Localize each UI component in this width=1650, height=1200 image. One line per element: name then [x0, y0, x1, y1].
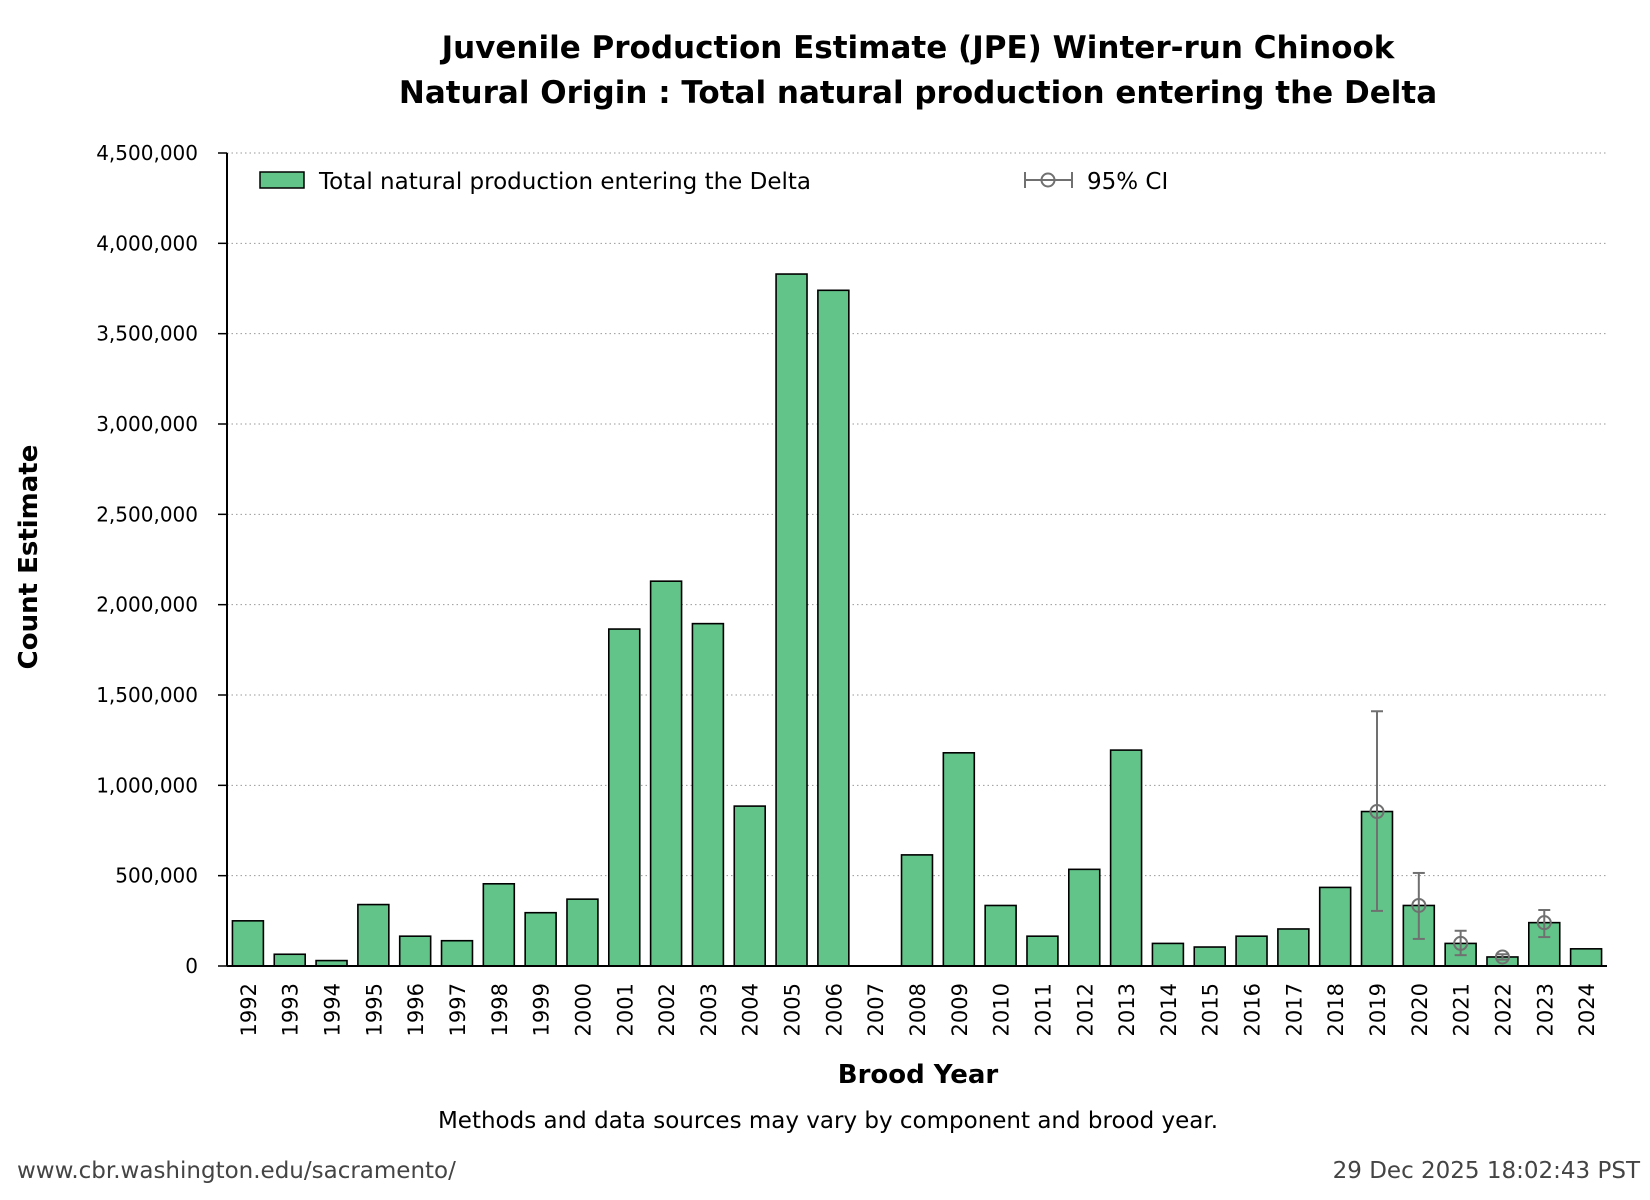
x-tick-label: 2001 [613, 983, 637, 1036]
bar-2006 [817, 289, 850, 967]
bar-2011 [1026, 935, 1059, 967]
x-tick-label: 2017 [1282, 983, 1306, 1036]
y-tick-labels: 0 500,000 1,000,000 1,500,000 2,000,000 2,500… [96, 141, 198, 978]
legend-ci-label: 95% CI [1087, 169, 1168, 195]
y-tick-label: 0 [185, 954, 198, 978]
chart-title-line2: Natural Origin : Total natural productio… [399, 75, 1437, 111]
bar-2000 [566, 898, 599, 967]
bar-1998 [482, 882, 516, 967]
x-tick-label: 2011 [1031, 983, 1055, 1036]
x-tick-label: 2007 [864, 983, 888, 1036]
bar-2004 [733, 805, 766, 967]
bar-1997 [440, 939, 474, 967]
gridlines [227, 152, 1607, 877]
bar-2014 [1151, 942, 1185, 967]
ci-2022 [1494, 949, 1510, 965]
y-tick-label: 3,000,000 [96, 412, 198, 436]
ci-point [1536, 915, 1552, 931]
x-tick-label: 2018 [1324, 983, 1348, 1036]
ci-point [1369, 804, 1385, 820]
footer-timestamp: 29 Dec 2025 18:02:43 PST [1333, 1158, 1641, 1184]
bar-2018 [1318, 886, 1352, 967]
x-tick-label: 1994 [321, 983, 345, 1036]
bar-2016 [1235, 935, 1268, 967]
bar-1993 [273, 953, 307, 967]
legend-bar-label: Total natural production entering the De… [318, 169, 811, 195]
x-tick-label: 1999 [530, 983, 554, 1036]
legend: Total natural production entering the De… [259, 169, 1168, 195]
bar-2013 [1109, 749, 1143, 967]
chart-title-line1: Juvenile Production Estimate (JPE) Winte… [440, 30, 1396, 66]
y-tick-label: 500,000 [115, 864, 198, 888]
bar-1995 [357, 903, 390, 967]
x-tick-label: 2004 [739, 983, 763, 1036]
x-tick-label: 1998 [488, 983, 512, 1036]
x-tick-label: 1992 [237, 983, 261, 1036]
x-tick-label: 1996 [404, 983, 428, 1036]
x-tick-label: 2016 [1241, 983, 1265, 1036]
ci-2019 [1369, 710, 1385, 912]
x-tick-label: 2006 [822, 983, 846, 1036]
bar-1996 [398, 935, 432, 967]
y-tick-label: 4,000,000 [96, 231, 198, 255]
bar-2010 [984, 904, 1017, 967]
x-tick-label: 2023 [1533, 983, 1557, 1036]
y-tick-label: 2,500,000 [96, 502, 198, 526]
y-tick-label: 4,500,000 [96, 141, 198, 165]
x-tick-label: 2012 [1073, 983, 1097, 1036]
x-tick-label: 2024 [1575, 983, 1599, 1036]
bar-1992 [231, 920, 265, 967]
bars [231, 273, 1603, 967]
legend-bar-swatch [259, 171, 305, 189]
x-tick-label: 2022 [1491, 983, 1515, 1036]
x-tick-label: 2003 [697, 983, 721, 1036]
ci-point [1453, 935, 1469, 951]
ci-point [1494, 949, 1510, 965]
x-tick-label: 2000 [571, 983, 595, 1036]
bar-2012 [1068, 868, 1101, 967]
x-tick-label: 1995 [362, 983, 386, 1036]
bar-2001 [607, 628, 641, 967]
y-axis-title: Count Estimate [14, 445, 44, 670]
bar-1999 [524, 911, 557, 967]
x-tick-label: 2015 [1199, 983, 1223, 1036]
x-tick-label: 2010 [990, 983, 1014, 1036]
x-axis-title: Brood Year [838, 1060, 999, 1090]
axes [218, 152, 1607, 967]
x-tick-label: 2009 [948, 983, 972, 1036]
x-tick-label: 1993 [279, 983, 303, 1036]
bar-2005 [775, 273, 808, 967]
footer-url: www.cbr.washington.edu/sacramento/ [17, 1158, 456, 1184]
bar-2017 [1277, 928, 1310, 967]
ci-2020 [1411, 871, 1427, 940]
ci-point [1411, 897, 1427, 913]
ci-2023 [1536, 908, 1552, 939]
bar-2008 [900, 854, 934, 967]
bar-2009 [942, 752, 976, 967]
x-tick-label: 2020 [1408, 983, 1432, 1036]
x-tick-label: 2002 [655, 983, 679, 1036]
x-tick-label: 2008 [906, 983, 930, 1036]
bar-2003 [691, 622, 725, 967]
confidence-intervals [1369, 710, 1552, 965]
legend-ci-icon [1024, 172, 1073, 188]
x-tick-label: 1997 [446, 983, 470, 1036]
y-tick-label: 3,500,000 [96, 322, 198, 346]
x-tick-labels: 1992 1993 1994 1995 1996 1997 1998 1999 2000 2001… [237, 983, 1599, 1036]
bar-2015 [1193, 946, 1226, 967]
x-tick-label: 2019 [1366, 983, 1390, 1036]
methods-note: Methods and data sources may vary by com… [438, 1108, 1218, 1134]
x-tick-label: 2005 [781, 983, 805, 1036]
y-tick-label: 2,000,000 [96, 593, 198, 617]
y-tick-label: 1,500,000 [96, 683, 198, 707]
x-tick-label: 2013 [1115, 983, 1139, 1036]
ci-2021 [1453, 929, 1469, 957]
bar-2024 [1569, 948, 1603, 967]
x-tick-label: 2021 [1450, 983, 1474, 1036]
y-tick-label: 1,000,000 [96, 773, 198, 797]
x-tick-label: 2014 [1157, 983, 1181, 1036]
bar-2002 [649, 580, 683, 967]
